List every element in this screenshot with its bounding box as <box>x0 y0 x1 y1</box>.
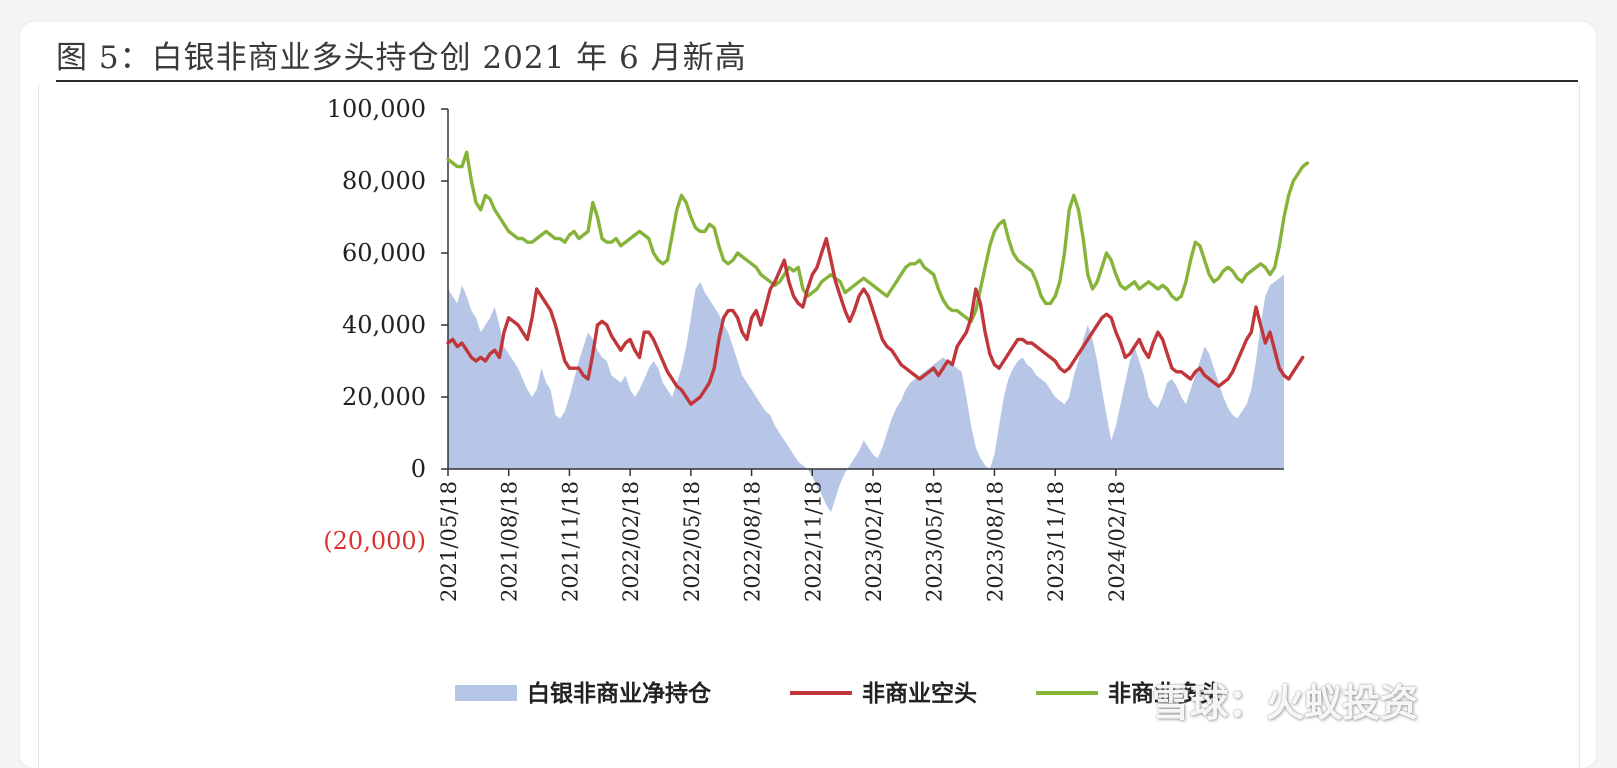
series-line-short <box>446 236 1305 406</box>
x-tick-label: 2022/08/18 <box>741 481 765 602</box>
x-tick-label: 2022/05/18 <box>680 481 704 602</box>
x-tick-label: 2022/02/18 <box>619 481 643 602</box>
figure-title: 图 5：白银非商业多头持仓创 2021 年 6 月新高 <box>56 40 747 76</box>
series-lines-layer <box>446 150 1310 406</box>
x-tick-label: 2021/08/18 <box>498 481 522 602</box>
legend-swatch <box>455 685 517 701</box>
watermark: 雪球：火蚁投资 <box>1152 681 1419 725</box>
y-tick-label: 60,000 <box>342 239 426 267</box>
series-line-long <box>446 150 1310 324</box>
x-tick-label: 2023/08/18 <box>983 481 1007 602</box>
legend-short: 非商业空头 <box>790 680 977 707</box>
legend-long: 非商业多头 <box>1036 680 1223 707</box>
axes: (20,000) 0 20,000 40,000 60,000 80,000 100,000… <box>323 95 1284 602</box>
y-tick-label: 100,000 <box>327 95 426 123</box>
legend-label: 白银非商业净持仓 <box>527 680 712 707</box>
y-tick-label: (20,000) <box>323 527 426 555</box>
y-tick-label: 20,000 <box>342 383 426 411</box>
legend-label: 非商业多头 <box>1108 680 1223 707</box>
x-tick-label: 2023/11/18 <box>1044 481 1068 602</box>
x-tick-label: 2023/05/18 <box>923 481 947 602</box>
legend-label: 非商业空头 <box>862 680 977 707</box>
legend-net: 白银非商业净持仓 <box>455 680 712 707</box>
x-tick-label: 2021/05/18 <box>437 481 461 602</box>
series-area-net-position <box>448 274 1284 513</box>
legend: 白银非商业净持仓 非商业空头 非商业多头 <box>455 680 1223 707</box>
x-tick-label: 2024/02/18 <box>1105 481 1129 602</box>
x-tick-label: 2023/02/18 <box>862 481 886 602</box>
y-tick-label: 40,000 <box>342 311 426 339</box>
y-tick-label: 80,000 <box>342 167 426 195</box>
x-tick-label: 2021/11/18 <box>558 481 582 602</box>
title-divider <box>56 80 1578 82</box>
y-tick-label: 0 <box>411 455 426 483</box>
chart-card <box>20 22 1596 768</box>
x-tick-label: 2022/11/18 <box>801 481 825 602</box>
net-position-area-layer <box>448 274 1284 513</box>
plot-frame <box>38 85 1580 768</box>
